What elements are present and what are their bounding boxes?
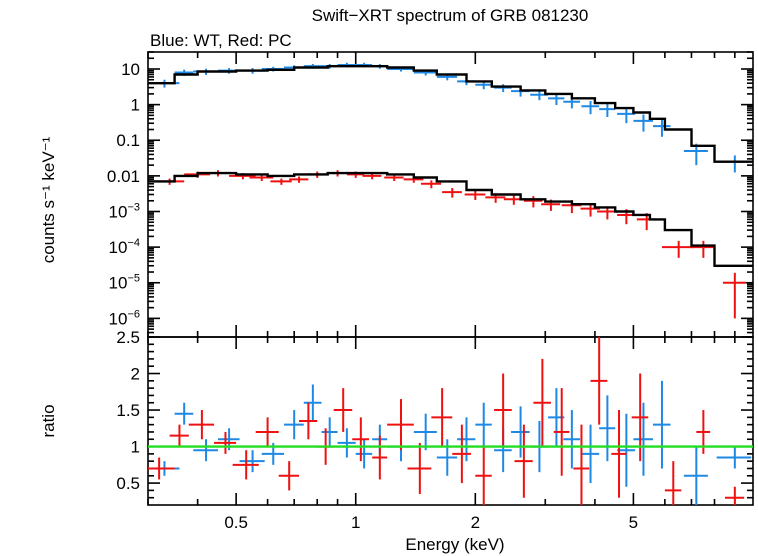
- x-axis-label: Energy (keV): [405, 535, 504, 554]
- y-tick-label: 10−4: [109, 237, 140, 257]
- y-tick-label: 10−6: [109, 308, 140, 328]
- x-tick-label: 0.5: [224, 513, 248, 532]
- y-tick-label: 0.1: [116, 131, 140, 150]
- x-tick-label: 5: [629, 513, 638, 532]
- bottom-panel-data: [148, 337, 753, 505]
- x-tick-label: 2: [471, 513, 480, 532]
- bottom-y-axis-label: ratio: [39, 404, 58, 437]
- y-tick-label: 1: [131, 96, 140, 115]
- ratio-tick-label: 2: [131, 365, 140, 384]
- top-panel-ticks: 10 1 0.1 0.01 10−3 10−4 10−5 10−6: [107, 51, 753, 338]
- y-tick-label: 10: [121, 60, 140, 79]
- chart-title: Swift−XRT spectrum of GRB 081230: [312, 6, 589, 25]
- ratio-tick-label: 1.5: [116, 401, 140, 420]
- y-tick-label: 10−3: [109, 201, 140, 221]
- top-y-axis-label: counts s⁻¹ keV⁻¹: [39, 136, 58, 263]
- chart-subtitle: Blue: WT, Red: PC: [150, 31, 292, 50]
- bottom-panel-ticks: 0.5 1 1.5 2 2.5 0.5 1 2 5: [116, 328, 753, 532]
- top-panel-frame: [147, 51, 754, 338]
- y-tick-label: 0.01: [107, 167, 140, 186]
- y-tick-label: 10−5: [109, 273, 140, 293]
- bottom-panel-frame: [147, 336, 754, 506]
- model-curve: [148, 65, 753, 163]
- top-panel-data: [148, 62, 753, 319]
- ratio-tick-label: 0.5: [116, 474, 140, 493]
- x-tick-label: 1: [351, 513, 360, 532]
- ratio-tick-label: 2.5: [116, 328, 140, 347]
- ratio-tick-label: 1: [131, 438, 140, 457]
- model-curve: [148, 171, 753, 267]
